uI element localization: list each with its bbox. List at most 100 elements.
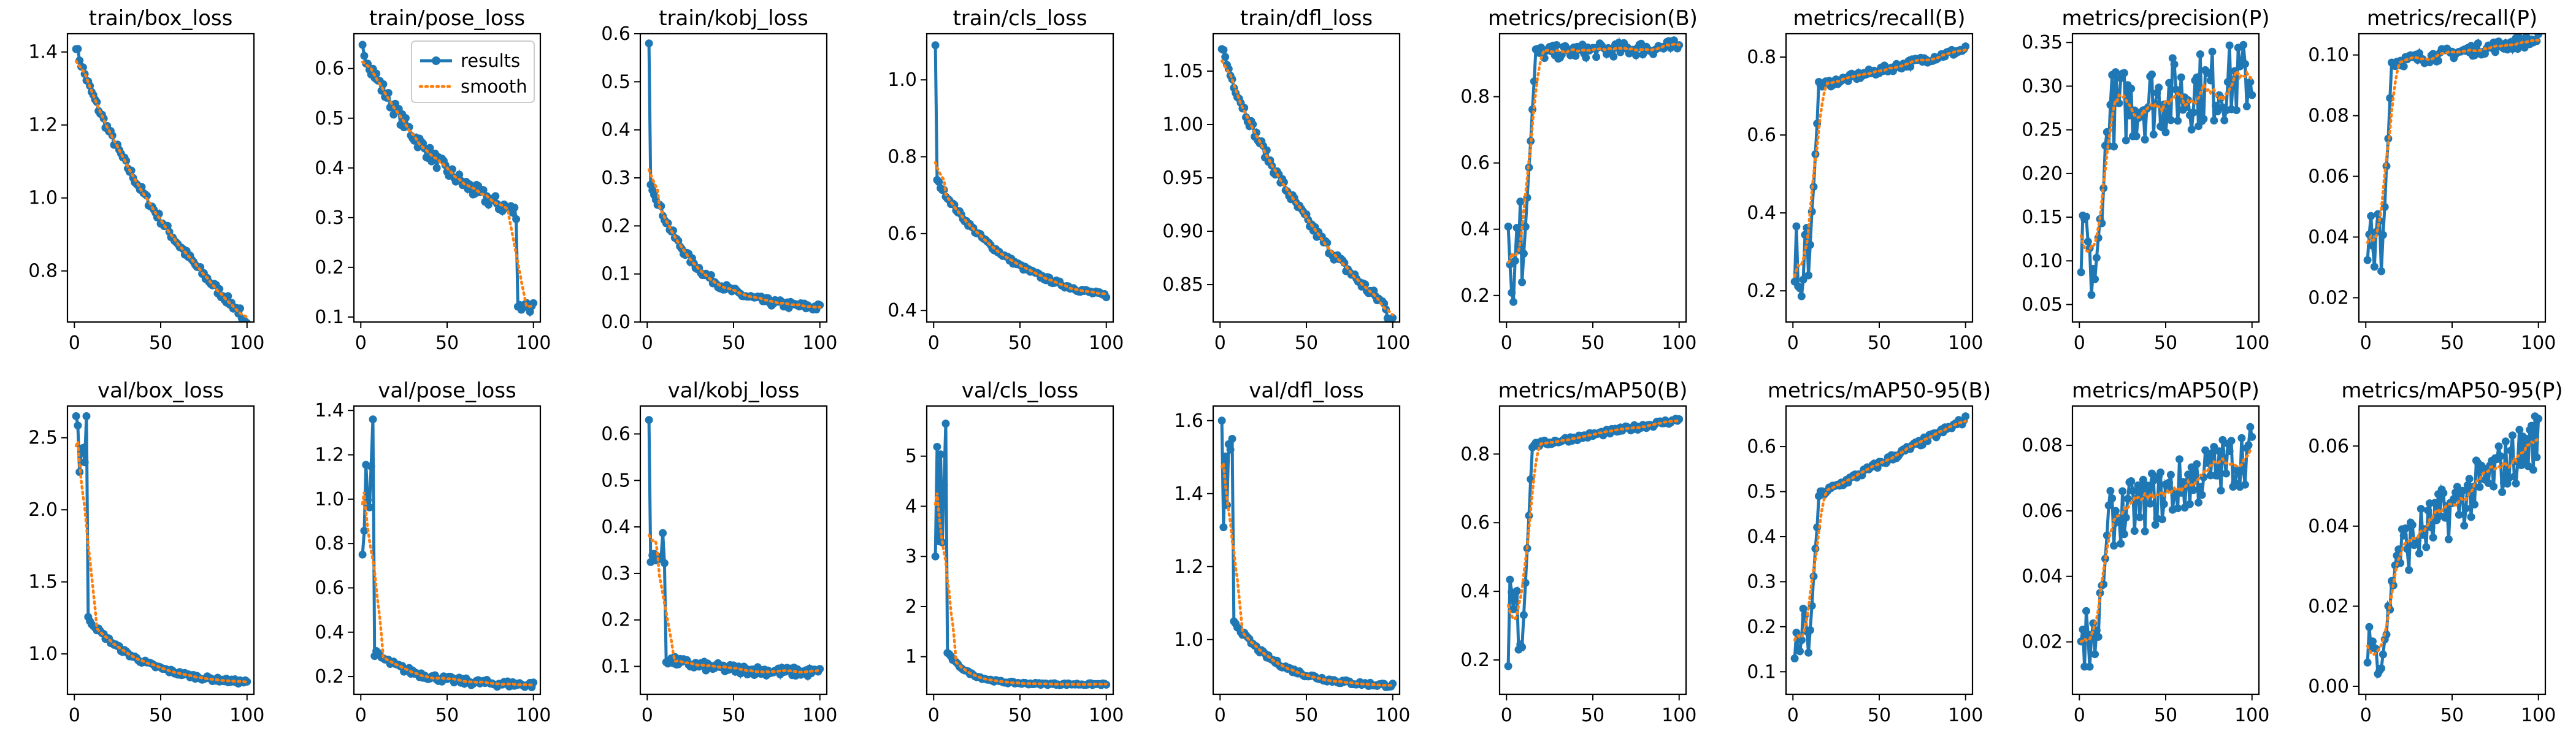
results-point [360,526,369,535]
results-point [1219,45,1228,54]
y-tick-label: 3 [905,546,917,567]
results-point [2201,446,2210,454]
results-point [1504,662,1512,670]
results-point [74,421,82,430]
legend-results-label: results [461,50,520,71]
x-tick-label: 100 [1948,332,1983,354]
x-tick-label: 0 [2074,705,2085,726]
results-point [2210,443,2218,451]
y-tick-label: 0.4 [315,158,344,179]
subplot-title: val/cls_loss [962,378,1078,403]
subplot-title: metrics/mAP50-95(B) [1768,378,1991,403]
results-point [2501,437,2510,446]
results-point [2163,110,2172,118]
x-tick-label: 50 [1868,332,1891,354]
subplot-metrics-map50-95-p-: metrics/mAP50-95(P) 0 50 100 0.00 0.02 0.04 0.0… [2308,378,2563,726]
subplot-train-dfl-loss: train/dfl_loss 0 50 100 0.85 0.90 0.95 1.00 1.05 [1162,6,1410,354]
results-point [2185,500,2194,508]
results-point [2528,421,2536,430]
smooth-line [933,493,1108,686]
subplot-title: train/cls_loss [953,6,1087,31]
y-tick-label: 0.15 [2022,207,2063,228]
results-point [2515,426,2524,434]
smooth-line [74,59,248,319]
results-point [80,458,89,467]
results-point [1221,53,1230,61]
results-point [645,416,653,424]
results-point [455,171,464,179]
axes-frame [1212,33,1401,323]
x-tick-label: 0 [642,705,653,726]
results-point [2377,664,2386,673]
y-tick-label: 0.5 [601,71,631,93]
y-tick-label: 0.00 [2308,676,2349,697]
results-point [2087,291,2096,299]
x-tick-label: 0 [2074,332,2085,354]
results-point [2241,480,2249,489]
results-point [1512,224,1521,232]
results-point [2458,486,2467,495]
y-tick-label: 0.2 [1747,280,1776,302]
subplot-val-kobj-loss: val/kobj_loss 0 50 100 0.1 0.2 0.3 0.4 0.5 0.6 [601,378,837,726]
x-tick-label: 50 [1868,705,1891,726]
results-point [1504,222,1512,231]
x-tick-label: 50 [2154,332,2177,354]
results-point [2403,545,2412,553]
x-tick-label: 100 [1948,705,1983,726]
results-point [2127,477,2136,485]
results-point [2191,468,2199,477]
subplot-train-box-loss: train/box_loss 0 50 100 0.8 1.0 1.2 1.4 [28,6,264,354]
results-point [2158,515,2166,524]
subplot-title: train/dfl_loss [1240,6,1373,31]
x-tick-label: 50 [1008,332,1032,354]
y-tick-label: 0.8 [1747,47,1776,68]
results-point [1797,292,1806,301]
results-point [2151,521,2160,529]
results-line [933,45,1108,298]
legend: results smooth [411,40,535,103]
results-point [2165,79,2174,87]
results-point [2512,479,2520,488]
results-point [1518,278,1527,286]
smooth-line [647,534,821,674]
results-point [2089,264,2098,273]
y-tick-label: 0.1 [601,264,631,285]
results-point [2193,460,2201,469]
results-point [2248,91,2256,99]
subplot-train-kobj-loss: train/kobj_loss 0 50 100 0.0 0.1 0.2 0.3 0.4 0.5 0… [601,6,837,354]
x-tick-label: 0 [1501,332,1512,354]
x-tick-label: 0 [69,705,80,726]
results-point [1217,416,1226,425]
results-point [2450,494,2458,503]
results-point [2220,116,2229,125]
results-point [2106,486,2115,495]
y-tick-label: 4 [905,496,917,517]
results-point [2244,441,2253,450]
subplot-metrics-recall-b-: metrics/recall(B) 0 50 100 0.2 0.4 0.6 0.8 [1747,6,1983,354]
x-tick-label: 0 [355,705,367,726]
results-point [2507,447,2515,455]
results-point [2127,85,2136,93]
results-point [243,677,251,686]
y-tick-label: 0.2 [315,666,344,688]
y-tick-label: 1.0 [28,188,58,209]
y-tick-label: 0.4 [1460,581,1490,602]
smooth-line [2366,435,2540,656]
results-point [2471,500,2479,508]
results-point [2439,489,2448,497]
results-point [2399,531,2408,540]
results-line [2366,34,2540,272]
x-tick-label: 50 [149,332,172,354]
y-tick-label: 0.8 [1460,86,1490,108]
results-point [2491,48,2499,56]
results-point [1521,223,1530,231]
results-point [2534,415,2543,423]
y-tick-label: 2.0 [28,499,58,521]
smooth-line [647,168,821,309]
results-point [2232,106,2241,115]
y-tick-label: 0.6 [601,23,631,45]
results-point [1961,412,1970,421]
results-point [937,450,945,459]
results-point [2363,256,2372,264]
x-tick-label: 50 [2154,705,2177,726]
